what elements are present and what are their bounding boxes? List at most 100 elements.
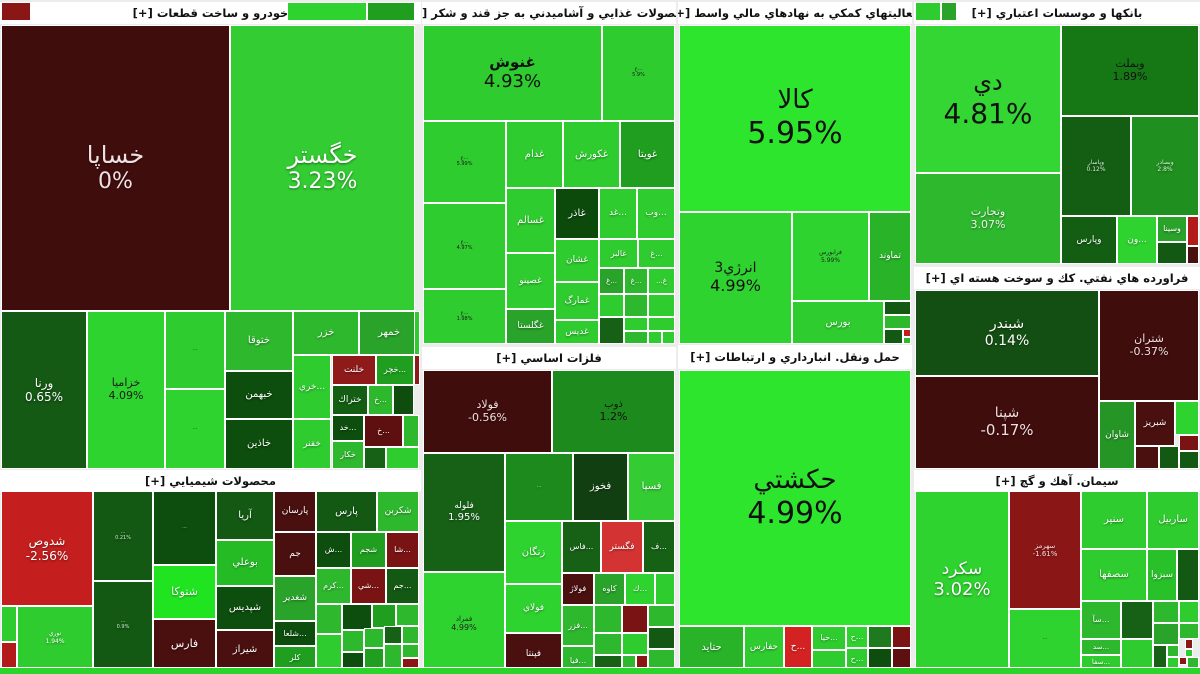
tile-خساپا[interactable]: خساپا 0%: [1, 25, 230, 311]
tile-...ك[interactable]: ...ك: [625, 573, 655, 605]
tile-شتوكا[interactable]: شتوكا: [153, 565, 216, 619]
tile-حفارس[interactable]: حفارس: [744, 626, 784, 669]
tile-...خ[interactable]: ...خ: [364, 415, 403, 447]
tile-...حيا[interactable]: ...حيا: [812, 626, 846, 650]
tile-تماوند[interactable]: تماوند: [869, 212, 911, 301]
tile-شتران[interactable]: شتران -0.37%: [1099, 290, 1199, 401]
tile-...سفا[interactable]: ...سفا: [1081, 655, 1121, 669]
tile-فولاي[interactable]: فولاي: [505, 584, 562, 633]
tile-...سد[interactable]: ...سد: [1081, 639, 1121, 655]
tile-وپارس[interactable]: وپارس: [1061, 216, 1117, 264]
tile-خمهر[interactable]: خمهر: [359, 311, 419, 355]
tile-حكشتي[interactable]: حكشتي 4.99%: [679, 370, 911, 626]
tile-...[interactable]: ...: [1009, 609, 1081, 669]
section-header-transport[interactable]: حمل ونقل. انبارداري و ارتباطات [+]: [678, 345, 912, 369]
tile-وبملت[interactable]: وبملت 1.89%: [1061, 25, 1199, 116]
section-header-petroleum[interactable]: فراورده هاي نفتي. كك و سوخت هسته اي [+]: [914, 267, 1200, 289]
tile-...غ[interactable]: ...غ 4.97%: [423, 203, 506, 289]
tile-شيراز[interactable]: شيراز: [216, 630, 274, 669]
tile-خزاميا[interactable]: خزاميا 4.09%: [87, 311, 165, 469]
tile-وبصادر[interactable]: وبصادر 2.8%: [1131, 116, 1199, 216]
tile-...غ[interactable]: ...غ 5.99%: [423, 121, 506, 203]
tile-...فزر[interactable]: ...فزر: [562, 605, 594, 646]
tile-شبندر[interactable]: شبندر 0.14%: [915, 290, 1099, 376]
tile-غمارگ[interactable]: غمارگ: [555, 282, 599, 320]
tile-...فاس[interactable]: ...فاس: [562, 521, 601, 573]
tile-آريا[interactable]: آريا: [216, 491, 274, 540]
section-header-cement[interactable]: سيمان. آهك و گچ [+]: [914, 470, 1200, 491]
tile-بورس[interactable]: بورس: [792, 301, 884, 344]
tile-...غ[interactable]: ...غ: [599, 268, 624, 294]
tile-شاوان[interactable]: شاوان: [1099, 401, 1135, 469]
tile-فولاد[interactable]: فولاد -0.56%: [423, 370, 552, 453]
tile-خاذين[interactable]: خاذين: [225, 419, 293, 469]
tile-دي[interactable]: دي 4.81%: [915, 25, 1061, 173]
tile-خزر[interactable]: خزر: [293, 311, 359, 355]
tile-خكار[interactable]: خكار: [332, 441, 364, 469]
tile-...[interactable]: ...: [165, 311, 225, 389]
tile-وسينا[interactable]: وسينا: [1157, 216, 1187, 242]
tile-شدوص[interactable]: شدوص -2.56%: [1, 491, 93, 606]
tile-غسالم[interactable]: غسالم: [506, 188, 555, 253]
tile-...[interactable]: ... 0.21%: [93, 491, 153, 581]
tile-...ش[interactable]: ...ش: [316, 532, 351, 568]
tile-خگستر[interactable]: خگستر 3.23%: [230, 25, 415, 311]
tile-...ح[interactable]: ...ح: [846, 648, 868, 669]
tile-غ...[interactable]: غ...: [648, 268, 675, 294]
tile-غشان[interactable]: غشان: [555, 239, 599, 282]
tile-شجم[interactable]: شجم: [351, 532, 386, 568]
tile-...خ[interactable]: ...خ: [368, 385, 393, 415]
tile-غدام[interactable]: غدام: [506, 121, 563, 188]
tile-سكرد[interactable]: سكرد 3.02%: [915, 491, 1009, 669]
tile-غالبر[interactable]: غالبر: [599, 239, 638, 268]
tile-شبريز[interactable]: شبريز: [1135, 401, 1175, 446]
tile-پارس[interactable]: پارس: [316, 491, 377, 532]
tile-شكربن[interactable]: شكربن: [377, 491, 419, 532]
tile-غصينو[interactable]: غصينو: [506, 253, 555, 309]
tile-فپنتا[interactable]: فپنتا: [505, 633, 562, 674]
tile-...غ[interactable]: ...غ 1.98%: [423, 289, 506, 344]
tile-حتايد[interactable]: حتايد: [679, 626, 744, 669]
tile-غويتا[interactable]: غويتا: [620, 121, 675, 188]
tile-فسپا[interactable]: فسپا: [628, 453, 675, 521]
tile-خلنت[interactable]: خلنت: [332, 355, 376, 385]
tile-شپنا[interactable]: شپنا -0.17%: [915, 376, 1099, 469]
tile-سنير[interactable]: سنير: [1081, 491, 1147, 549]
tile-كلر[interactable]: كلر: [274, 646, 316, 669]
section-header-banks[interactable]: بانكها و موسسات اعتباري [+]: [914, 2, 1200, 24]
section-header-metals[interactable]: فلزات اساسي [+]: [422, 347, 676, 369]
tile-...وب[interactable]: ...وب: [637, 188, 675, 239]
tile-...شي[interactable]: ...شي: [351, 568, 386, 604]
tile-غنوش[interactable]: غنوش 4.93%: [423, 25, 602, 121]
tile-...ون[interactable]: ...ون: [1117, 216, 1157, 264]
tile-فخوز[interactable]: فخوز: [573, 453, 628, 521]
tile-...[interactable]: ...: [165, 389, 225, 469]
tile-غكورش[interactable]: غكورش: [563, 121, 620, 188]
tile-...[interactable]: ... 0.9%: [93, 581, 153, 669]
tile-كالا[interactable]: كالا 5.95%: [679, 25, 911, 212]
tile-وتجارت[interactable]: وتجارت 3.07%: [915, 173, 1061, 264]
tile-شغدير[interactable]: شغدير: [274, 576, 316, 621]
tile-خبهمن[interactable]: خبهمن: [225, 371, 293, 419]
tile-...كرم[interactable]: ...كرم: [316, 568, 351, 604]
tile-نوري[interactable]: نوري 1.94%: [17, 606, 93, 669]
tile-فولاژ[interactable]: فولاژ: [562, 573, 594, 605]
section-header-financial-aux[interactable]: فعاليتهاي كمكي به نهادهاي مالي واسط [+]: [678, 2, 912, 24]
tile-فارس[interactable]: فارس: [153, 619, 216, 669]
tile-غديس[interactable]: غديس: [555, 320, 599, 344]
tile-...ف[interactable]: ...ف: [643, 521, 675, 573]
tile-...[interactable]: ...: [153, 491, 216, 565]
section-header-chemicals[interactable]: محصولات شيميايي [+]: [0, 470, 421, 491]
section-header-food[interactable]: محصولات غذايي و آشاميدني به جز قند و شكر…: [422, 2, 676, 24]
tile-انرژي3[interactable]: انرژي3 4.99%: [679, 212, 792, 344]
tile-ختوقا[interactable]: ختوقا: [225, 311, 293, 371]
tile-...خري[interactable]: ...خري: [293, 355, 331, 419]
tile-كاوه[interactable]: كاوه: [594, 573, 625, 605]
tile-...غد[interactable]: ...غد: [599, 188, 637, 239]
tile-...جم[interactable]: ...جم: [386, 568, 419, 604]
tile-...ح[interactable]: ...ح: [784, 626, 812, 669]
tile-بوعلي[interactable]: بوعلي: [216, 540, 274, 586]
tile-فگستر[interactable]: فگستر: [601, 521, 643, 573]
tile-...غ[interactable]: ...غ: [624, 268, 648, 294]
tile-شپديس[interactable]: شپديس: [216, 586, 274, 630]
